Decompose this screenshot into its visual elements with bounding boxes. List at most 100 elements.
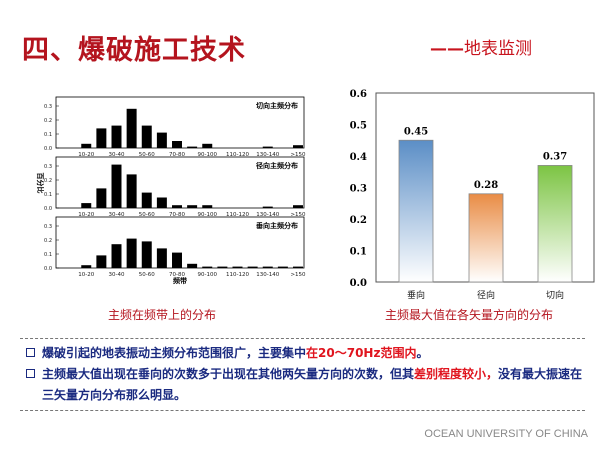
x-tick-label: 30-40 <box>109 212 125 218</box>
x-tick-label: 90-100 <box>198 212 218 218</box>
x-tick-label: 50-60 <box>139 272 155 278</box>
bullet-1-highlight: 在20～70Hz范围内 <box>306 346 417 360</box>
data-label: 0.28 <box>474 180 498 191</box>
x-tick-label: 切向 <box>546 289 564 301</box>
x-tick-label: 垂向 <box>407 289 425 301</box>
panel-title: 垂向主频分布 <box>256 221 298 230</box>
x-tick-label: 110-120 <box>226 152 249 158</box>
panel-title: 径向主频分布 <box>256 161 298 170</box>
bullet-2-text: 主频最大值出现在垂向的次数多于出现在其他两矢量方向的次数，但其 <box>42 367 415 381</box>
x-axis-label: 频带 <box>173 276 187 285</box>
histogram-bar <box>96 188 107 208</box>
histogram-bar <box>202 266 213 268</box>
y-tick-label: 0.3 <box>350 184 367 195</box>
histogram-bar <box>126 238 137 268</box>
panel-title: 切向主频分布 <box>256 101 298 110</box>
y-tick-label: 0.6 <box>350 89 367 100</box>
histogram-caption: 主频在频带上的分布 <box>108 308 217 322</box>
histogram-bar <box>262 266 273 268</box>
y-tick-label: 0.0 <box>44 206 52 212</box>
y-tick-label: 0.0 <box>350 278 367 289</box>
bullet-1-end: 。 <box>416 346 429 360</box>
histogram-bar <box>202 143 213 148</box>
histogram-bar <box>96 128 107 148</box>
y-tick-label: 0.0 <box>44 146 52 152</box>
histogram-bar <box>156 132 167 148</box>
x-tick-label: 10-20 <box>78 152 94 158</box>
histogram-bar <box>277 266 288 268</box>
y-tick-label: 0.4 <box>350 152 367 163</box>
histogram-bar <box>172 252 182 268</box>
histogram-bar <box>293 205 303 208</box>
bullet-list: 爆破引起的地表振动主频分布范围很广，主要集中在20～70Hz范围内。 主频最大值… <box>20 338 585 411</box>
histogram-bar <box>202 205 213 208</box>
x-tick-label: >150 <box>290 212 306 218</box>
histogram-bar <box>156 197 167 208</box>
histogram-bar <box>126 108 137 148</box>
histogram-bar <box>293 266 303 268</box>
x-tick-label: 30-40 <box>109 152 125 158</box>
histogram-bar <box>126 174 137 208</box>
y-tick-label: 0.2 <box>44 178 52 184</box>
histogram-bar <box>247 266 258 268</box>
x-tick-label: 10-20 <box>78 212 94 218</box>
y-tick-label: 0.5 <box>350 121 367 132</box>
y-tick-label: 0.3 <box>44 164 52 170</box>
x-tick-label: 70-80 <box>169 152 185 158</box>
bullet-1-text: 爆破引起的地表振动主频分布范围很广，主要集中 <box>42 346 307 360</box>
y-tick-label: 0.0 <box>44 266 52 272</box>
histogram-bar <box>187 263 198 268</box>
x-tick-label: 50-60 <box>139 152 155 158</box>
data-label: 0.37 <box>543 151 567 162</box>
x-tick-label: 130-140 <box>256 272 279 278</box>
histogram-bar <box>81 143 92 148</box>
bar-2 <box>537 165 573 283</box>
x-tick-label: 130-140 <box>256 152 279 158</box>
y-tick-label: 0.1 <box>44 252 52 258</box>
x-tick-label: >150 <box>290 152 306 158</box>
bar-1 <box>468 193 504 283</box>
x-tick-label: 50-60 <box>139 212 155 218</box>
histogram-bar <box>232 266 243 268</box>
histogram-bar <box>172 205 182 208</box>
histogram-bar <box>96 255 107 268</box>
histogram-bar <box>141 241 152 268</box>
x-tick-label: 90-100 <box>198 152 218 158</box>
x-tick-label: >150 <box>290 272 306 278</box>
histogram-bar <box>111 164 122 208</box>
histogram-bar <box>81 203 92 208</box>
histogram-bar <box>172 141 182 148</box>
histogram-bar <box>111 125 122 148</box>
x-tick-label: 10-20 <box>78 272 94 278</box>
x-tick-label: 70-80 <box>169 212 185 218</box>
subtitle-text: 地表监测 <box>464 39 532 59</box>
square-bullet-icon <box>26 348 35 357</box>
slide-subtitle: ——地表监测 <box>430 34 532 59</box>
x-tick-label: 30-40 <box>109 272 125 278</box>
y-tick-label: 0.1 <box>44 132 52 138</box>
bullet-2: 主频最大值出现在垂向的次数多于出现在其他两矢量方向的次数，但其差别程度较小，没有… <box>20 364 585 406</box>
bullet-2-highlight: 差别程度较小， <box>414 367 499 381</box>
y-tick-label: 0.1 <box>350 247 367 258</box>
histogram-bar <box>217 266 228 268</box>
bar-chart-caption: 主频最大值在各矢量方向的分布 <box>385 308 554 322</box>
histogram-bar <box>141 125 152 148</box>
x-tick-label: 110-120 <box>226 272 249 278</box>
histogram-bar <box>187 205 198 208</box>
y-tick-label: 0.3 <box>44 104 52 110</box>
charts: 0.0 0.1 0.2 0.3 切向主频分布 10-20 30-40 50-60 70-80 90… <box>36 89 595 301</box>
x-tick-label: 130-140 <box>256 212 279 218</box>
histogram-bar <box>141 192 152 208</box>
bar-0 <box>398 139 434 283</box>
histogram-bar <box>156 248 167 268</box>
bullet-1: 爆破引起的地表振动主频分布范围很广，主要集中在20～70Hz范围内。 <box>20 343 585 364</box>
histogram-bar <box>187 146 198 148</box>
y-axis-label: 百分比 <box>36 173 45 194</box>
bullet-2-end: 没有最大振速在三矢量方向分布那么明显。 <box>42 367 583 402</box>
y-tick-label: 0.2 <box>44 238 52 244</box>
y-tick-label: 0.3 <box>44 224 52 230</box>
footer-text: OCEAN UNIVERSITY OF CHINA <box>424 428 588 440</box>
data-label: 0.45 <box>404 126 428 137</box>
x-tick-label: 70-80 <box>169 272 185 278</box>
x-tick-label: 110-120 <box>226 212 249 218</box>
